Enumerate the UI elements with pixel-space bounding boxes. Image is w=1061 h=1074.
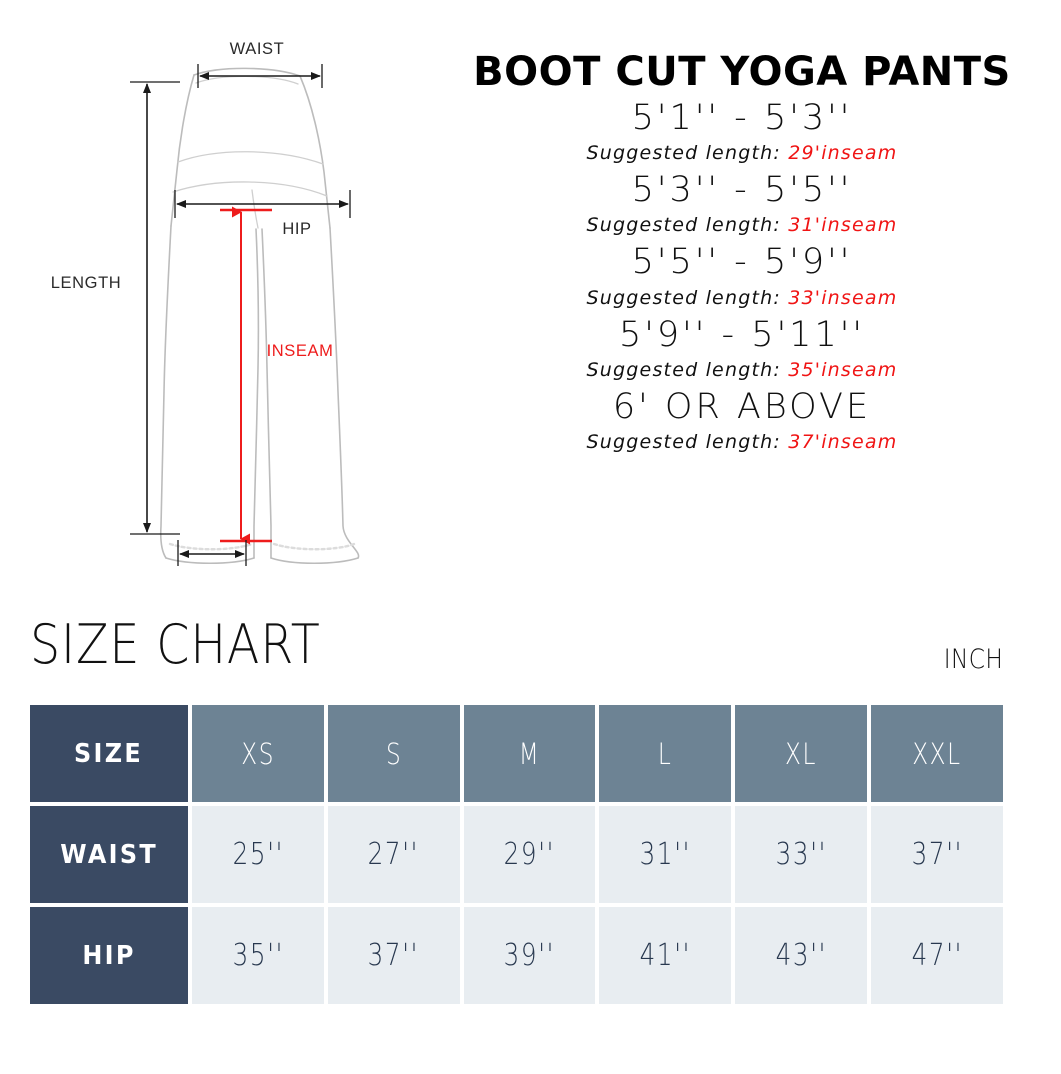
cell-text: WAIST xyxy=(60,839,158,870)
page-title: BOOT CUT YOGA PANTS xyxy=(473,49,1011,95)
size-table: SIZE XS S M L XL XXL WAIST xyxy=(30,705,1003,1008)
suggested-length: Suggested length: 29'inseam xyxy=(452,143,1032,164)
suggested-label: Suggested length: xyxy=(586,431,781,454)
suggested-length: Suggested length: 37'inseam xyxy=(452,432,1032,453)
height-range: 5'3'' - 5'5'' xyxy=(631,170,853,211)
hip-value-xxl: 47'' xyxy=(871,907,1003,1004)
waist-measure xyxy=(197,64,323,88)
cell-text: 39'' xyxy=(503,938,556,973)
table-header-cell-xxl: XXL xyxy=(871,705,1003,802)
inseam-value: 37'inseam xyxy=(788,431,898,454)
waist-value-xxl: 37'' xyxy=(871,806,1003,903)
cell-text: S xyxy=(385,736,402,771)
hip-measure xyxy=(174,190,351,218)
suggested-label: Suggested length: xyxy=(586,142,781,165)
cell-text: XL xyxy=(785,736,818,771)
waist-value-xs: 25'' xyxy=(192,806,324,903)
table-header-cell-s: S xyxy=(327,705,460,802)
top-section: WAIST HIP LENGTH INSEAM xyxy=(20,20,1032,590)
hip-value-xl: 43'' xyxy=(735,907,868,1004)
table-row: HIP 35'' 37'' 39'' 41'' 43'' 47'' xyxy=(30,907,1003,1004)
cell-text: SIZE xyxy=(74,738,144,769)
cell-text: 43'' xyxy=(775,938,827,973)
hip-value-xs: 35'' xyxy=(192,907,324,1004)
inseam-value: 35'inseam xyxy=(788,358,898,381)
cell-text: L xyxy=(658,736,673,771)
pants-measurement-diagram: WAIST HIP LENGTH INSEAM xyxy=(20,20,440,590)
height-range: 6' OR ABOVE xyxy=(612,386,872,427)
suggested-length: Suggested length: 35'inseam xyxy=(452,358,1032,381)
inseam-measure xyxy=(220,206,272,545)
cell-text: 29'' xyxy=(503,837,556,872)
waist-value-m: 29'' xyxy=(463,806,596,903)
suggested-length: Suggested length: 31'inseam xyxy=(452,215,1032,236)
hip-label: HIP xyxy=(282,220,311,238)
height-range: 5'5'' - 5'9'' xyxy=(631,242,853,283)
waist-value-s: 27'' xyxy=(327,806,460,903)
cell-text: 41'' xyxy=(639,938,692,973)
inseam-value: 33'inseam xyxy=(788,286,898,309)
hem-width-measure xyxy=(177,540,247,566)
suggested-label: Suggested length: xyxy=(586,358,781,381)
cell-text: XS xyxy=(240,736,275,771)
waist-label: WAIST xyxy=(230,40,285,58)
hip-value-l: 41'' xyxy=(599,907,732,1004)
table-header-size-label: SIZE xyxy=(30,705,188,802)
height-range: 5'9'' - 5'11'' xyxy=(619,314,865,355)
pants-diagram-svg: WAIST HIP LENGTH INSEAM xyxy=(51,40,360,566)
cell-text: 37'' xyxy=(368,938,420,973)
length-label: LENGTH xyxy=(51,274,122,292)
inseam-label: INSEAM xyxy=(267,342,334,360)
cell-text: 25'' xyxy=(232,837,284,872)
inseam-value: 29'inseam xyxy=(788,142,898,165)
waist-value-xl: 33'' xyxy=(735,806,868,903)
cell-text: 27'' xyxy=(368,837,420,872)
table-header-row: SIZE XS S M L XL XXL xyxy=(30,705,1003,802)
cell-text: 35'' xyxy=(232,938,284,973)
cell-text: M xyxy=(518,736,541,771)
cell-text: XXL xyxy=(912,736,962,771)
cell-text: 31'' xyxy=(639,837,692,872)
table-header-cell-l: L xyxy=(599,705,732,802)
hip-value-m: 39'' xyxy=(463,907,596,1004)
cell-text: HIP xyxy=(82,940,136,971)
waist-value-l: 31'' xyxy=(599,806,732,903)
table-row: WAIST 25'' 27'' 29'' 31'' 33'' 37'' xyxy=(30,806,1003,903)
row-label-hip: HIP xyxy=(30,907,188,1004)
suggested-label: Suggested length: xyxy=(586,214,781,237)
suggested-label: Suggested length: xyxy=(586,286,781,309)
cell-text: 37'' xyxy=(911,837,963,872)
suggested-length: Suggested length: 33'inseam xyxy=(452,286,1032,309)
table-header-cell-xl: XL xyxy=(735,705,868,802)
unit-label: INCH xyxy=(943,644,1003,675)
size-chart-title: SIZE CHART xyxy=(30,613,321,676)
table-header-cell-m: M xyxy=(463,705,596,802)
row-label-waist: WAIST xyxy=(30,806,188,903)
inseam-value: 31'inseam xyxy=(788,214,898,237)
cell-text: 33'' xyxy=(775,837,827,872)
pants-outline xyxy=(159,67,360,565)
chart-heading-row: SIZE CHART INCH xyxy=(30,618,1003,688)
hip-value-s: 37'' xyxy=(327,907,460,1004)
cell-text: 47'' xyxy=(911,938,963,973)
length-measure xyxy=(130,81,180,535)
size-chart-section: SIZE CHART INCH SIZE XS S M L XL xyxy=(0,600,1061,1074)
size-guide-text: BOOT CUT YOGA PANTS 5'1'' - 5'3'' Sugges… xyxy=(452,52,1032,453)
height-range: 5'1'' - 5'3'' xyxy=(631,98,853,138)
table-header-cell-xs: XS xyxy=(192,705,324,802)
